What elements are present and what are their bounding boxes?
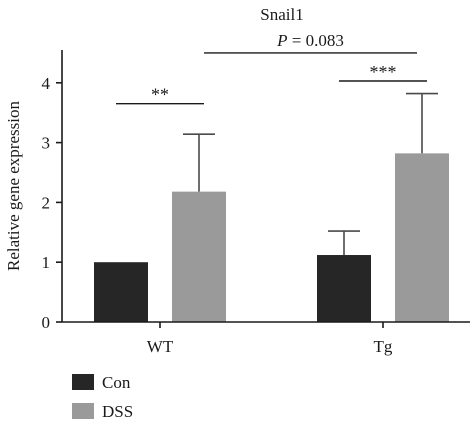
- bar-wt-con: [94, 262, 148, 322]
- bar-tg-dss: [395, 153, 449, 322]
- significance-annotations: *****P = 0.083: [116, 31, 427, 105]
- y-axis-label: Relative gene expression: [4, 101, 23, 271]
- x-tick-label: WT: [147, 337, 174, 356]
- legend-label-con: Con: [102, 373, 131, 392]
- plot-area: [94, 92, 449, 322]
- legend-swatch-con: [72, 374, 94, 390]
- y-tick-label: 1: [42, 253, 51, 272]
- y-tick-label: 3: [42, 134, 51, 153]
- significance-label: P = 0.083: [276, 31, 344, 50]
- x-axis-ticks: WT Tg: [147, 322, 393, 356]
- legend-label-dss: DSS: [102, 402, 133, 421]
- x-tick-label: Tg: [374, 337, 393, 356]
- significance-label: **: [151, 85, 169, 105]
- significance-label: ***: [370, 62, 397, 82]
- chart-title: Snail1: [260, 5, 303, 24]
- y-axis-ticks: 0 1 2 3 4: [42, 74, 62, 332]
- y-tick-label: 0: [42, 313, 51, 332]
- bar-wt-dss: [172, 191, 226, 322]
- legend-swatch-dss: [72, 403, 94, 419]
- y-tick-label: 4: [42, 74, 51, 93]
- y-tick-label: 2: [42, 193, 51, 212]
- bar-tg-con: [317, 255, 371, 322]
- legend: Con DSS: [72, 373, 133, 421]
